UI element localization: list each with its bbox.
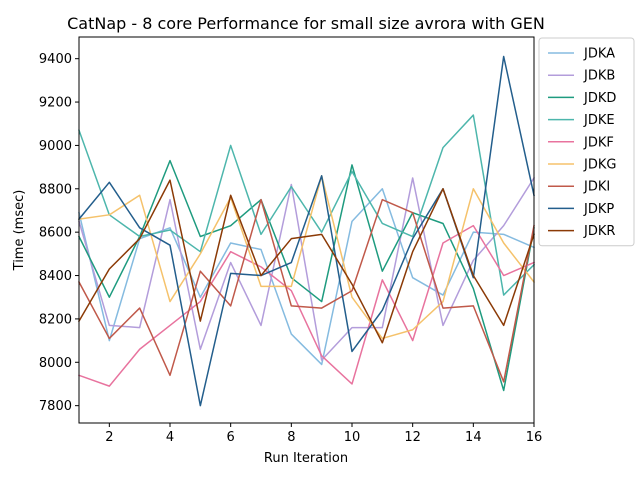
- y-tick-label: 9400: [39, 52, 72, 67]
- series-line-jdkg: [78, 175, 536, 340]
- y-tick-label: 8600: [39, 226, 72, 241]
- x-tick-label: 2: [105, 430, 113, 445]
- chart-title: CatNap - 8 core Performance for small si…: [67, 14, 545, 33]
- y-tick-label: 8800: [39, 182, 72, 197]
- legend-label-jdkf: JDKF: [583, 135, 614, 150]
- legend-box: [538, 37, 635, 247]
- plot-frame: [78, 36, 535, 424]
- x-axis-label: Run Iteration: [264, 451, 348, 466]
- x-tick-label: 8: [287, 430, 295, 445]
- series-line-jdkb: [78, 176, 536, 361]
- series-layer: [77, 55, 536, 407]
- y-tick-label: 8000: [39, 356, 72, 371]
- legend: JDKA JDKB JDKD JDKE JDKF JDKG JDKI JDKP JDKR: [538, 37, 635, 247]
- x-tick-label: 16: [526, 430, 543, 445]
- legend-label-jdkg: JDKG: [583, 158, 616, 173]
- y-axis-label: Time (msec): [12, 190, 27, 272]
- series-line-jdke: [78, 114, 536, 296]
- x-tick-label: 10: [344, 430, 361, 445]
- x-axis-ticks: 2 4 6 8 10 12 14 16: [105, 423, 542, 445]
- y-tick-label: 9200: [39, 96, 72, 111]
- y-axis-ticks: 7800 8000 8200 8400 8600 8800 9000 9200 9400: [39, 52, 79, 414]
- y-tick-label: 9000: [39, 139, 72, 154]
- series-line-jdkd: [77, 159, 535, 392]
- x-tick-label: 14: [465, 430, 482, 445]
- x-tick-label: 6: [227, 430, 235, 445]
- legend-label-jdkd: JDKD: [583, 91, 616, 106]
- y-tick-label: 7800: [39, 399, 72, 414]
- legend-label-jdki: JDKI: [583, 180, 610, 195]
- x-tick-label: 12: [404, 430, 421, 445]
- series-line-jdkr: [77, 179, 535, 344]
- legend-label-jdkr: JDKR: [583, 224, 615, 239]
- legend-label-jdkb: JDKB: [583, 69, 615, 84]
- y-tick-label: 8200: [39, 312, 72, 327]
- y-tick-label: 8400: [39, 269, 72, 284]
- x-tick-label: 4: [166, 430, 174, 445]
- legend-label-jdke: JDKE: [583, 113, 615, 128]
- legend-label-jdkp: JDKP: [583, 202, 614, 217]
- legend-label-jdka: JDKA: [583, 47, 615, 62]
- series-line-jdki: [77, 198, 535, 383]
